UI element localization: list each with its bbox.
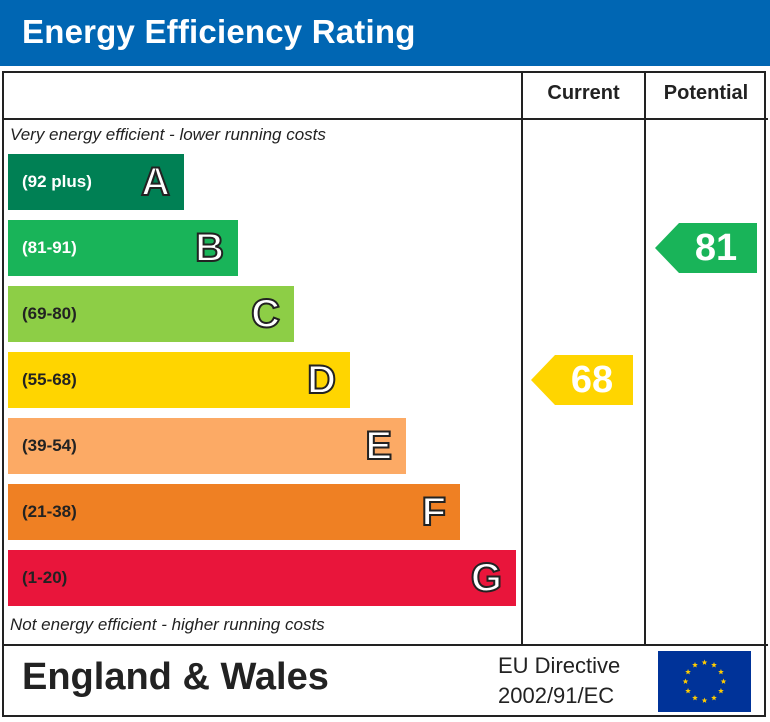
rating-band-g: (1-20) G <box>8 550 516 606</box>
note-bottom: Not energy efficient - higher running co… <box>10 615 325 634</box>
rating-band-b: (81-91) B <box>8 220 238 276</box>
flag-star <box>685 688 691 694</box>
band-letter-label: G <box>470 555 503 601</box>
arrow-shape <box>531 355 633 405</box>
header-divider <box>2 118 768 120</box>
band-letter-label: A <box>140 159 171 205</box>
band-range-label: (55-68) <box>22 370 77 389</box>
column-current: Current <box>547 82 620 104</box>
flag-star <box>692 662 698 668</box>
band-letter-label: C <box>250 291 281 337</box>
rating-frame <box>2 71 766 717</box>
divider-potential <box>644 71 646 646</box>
arrow-value-label: 81 <box>694 227 738 269</box>
flag-star <box>685 669 691 675</box>
flag-star <box>711 694 717 701</box>
rating-band-a: (92 plus) A <box>8 154 184 210</box>
band-range-label: (39-54) <box>22 436 77 455</box>
current-rating-arrow: 68 <box>531 355 633 405</box>
band-range-label: (92 plus) <box>22 172 92 191</box>
rating-band-e: (39-54) E <box>8 418 406 474</box>
header-bar: Energy Efficiency Rating <box>0 0 770 66</box>
flag-star <box>720 678 727 684</box>
rating-band-c: (69-80) C <box>8 286 294 342</box>
band-range-label: (81-91) <box>22 238 77 257</box>
band-range-label: (69-80) <box>22 304 77 323</box>
footer-divider <box>2 644 768 646</box>
flag-star <box>718 669 724 675</box>
page-title: Energy Efficiency Rating <box>22 13 416 50</box>
column-potential: Potential <box>663 82 749 104</box>
arrow-value-label: 68 <box>570 359 614 401</box>
flag-star <box>692 694 698 701</box>
flag-star <box>682 678 689 684</box>
flag-star <box>711 662 717 668</box>
divider-current <box>521 71 523 646</box>
band-letter-label: D <box>306 357 337 403</box>
rating-band-d: (55-68) D <box>8 352 350 408</box>
potential-rating-arrow: 81 <box>655 223 757 273</box>
flag-star <box>701 659 708 665</box>
band-letter-label: B <box>194 225 225 271</box>
note-top: Very energy efficient - lower running co… <box>10 125 326 144</box>
band-letter-label: E <box>364 423 393 469</box>
directive-line-1: EU Directive <box>498 653 621 678</box>
eu-flag-icon <box>658 651 751 712</box>
band-range-label: (21-38) <box>22 502 77 521</box>
band-range-label: (1-20) <box>22 568 68 587</box>
flag-star <box>718 688 724 694</box>
region-label: England & Wales <box>22 656 329 698</box>
directive-line-2: 2002/91/EC <box>498 683 615 708</box>
flag-star <box>701 697 708 703</box>
arrow-shape <box>655 223 757 273</box>
band-letter-label: F <box>421 489 447 535</box>
rating-band-f: (21-38) F <box>8 484 460 540</box>
